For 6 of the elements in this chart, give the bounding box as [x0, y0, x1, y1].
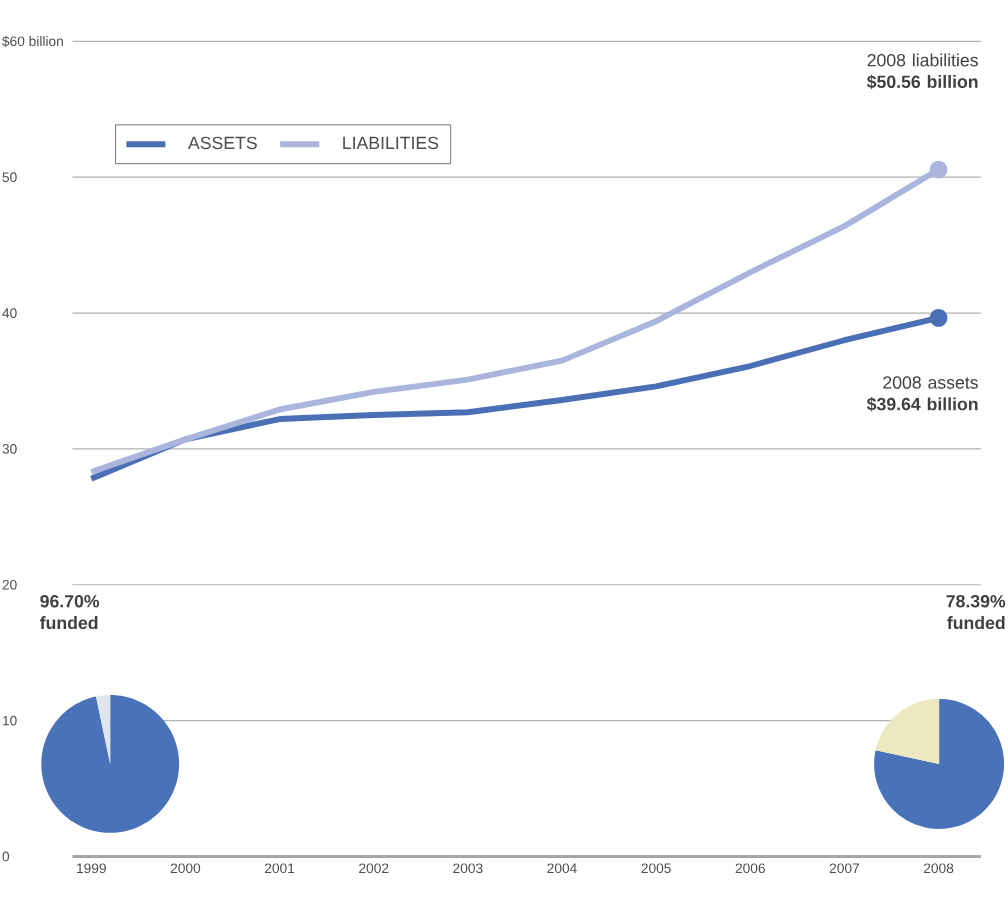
annotation: 2008 liabilities $50.56 billion — [866, 53, 978, 90]
chart-title: 78.39% funded — [946, 595, 1006, 630]
annotation: 2008 assets $39.64 billion — [866, 376, 978, 412]
legend-label: LIABILITIES — [343, 136, 439, 150]
chart-title: 96.70% funded — [40, 595, 100, 630]
legend-label: ASSETS — [187, 136, 257, 150]
